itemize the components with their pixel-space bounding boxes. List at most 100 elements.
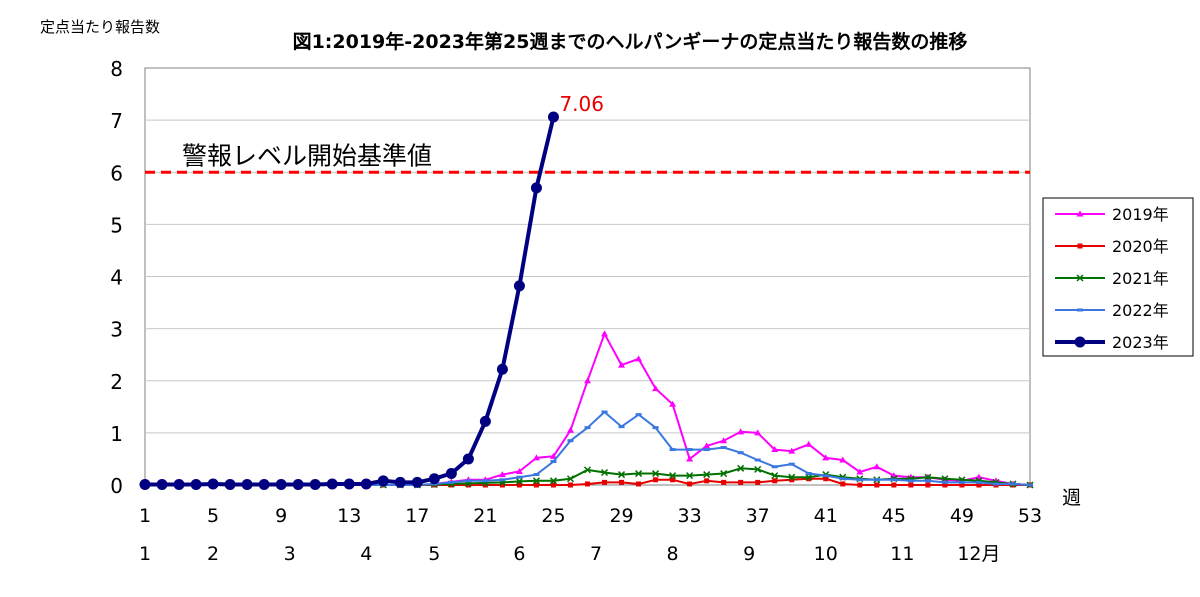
data-point — [618, 425, 625, 429]
data-point — [737, 451, 744, 455]
data-point — [652, 470, 660, 478]
data-point — [207, 478, 219, 490]
data-point — [755, 479, 761, 485]
data-point — [567, 439, 574, 443]
legend-item: 2023年 — [1055, 333, 1169, 352]
threshold-label: 警報レベル開始基準値 — [182, 141, 432, 170]
data-point — [873, 463, 881, 470]
data-point — [173, 478, 185, 490]
week-tick-label: 53 — [1018, 505, 1042, 527]
data-point — [566, 475, 575, 483]
data-point — [516, 475, 523, 479]
data-point — [789, 477, 795, 483]
y-tick-label: 4 — [110, 266, 123, 290]
legend-label: 2019年 — [1112, 205, 1169, 224]
legend: 2019年 2020年 2021年 2022年 2023年 — [1042, 197, 1194, 357]
data-point — [704, 478, 710, 484]
data-point — [411, 476, 423, 488]
data-point — [566, 426, 574, 433]
week-tick-label: 29 — [609, 505, 633, 527]
y-tick-label: 2 — [110, 370, 123, 394]
data-point — [533, 473, 540, 477]
y-tick-label: 8 — [110, 57, 123, 81]
data-point — [958, 480, 965, 484]
month-tick-label: 6 — [513, 543, 525, 565]
data-point — [532, 477, 540, 485]
data-point — [805, 472, 812, 476]
data-point — [840, 481, 846, 487]
week-tick-label: 25 — [541, 505, 565, 527]
data-point — [857, 482, 863, 488]
data-point — [465, 479, 472, 483]
month-tick-label: 4 — [360, 543, 372, 565]
data-point — [839, 477, 846, 481]
data-point — [448, 480, 455, 484]
data-point — [653, 477, 659, 483]
data-point — [670, 477, 676, 483]
data-point — [343, 478, 355, 490]
data-point — [549, 477, 557, 485]
data-point — [156, 478, 168, 490]
data-point — [686, 472, 694, 480]
data-point — [1009, 482, 1016, 486]
month-tick-label: 3 — [284, 543, 296, 565]
data-point — [856, 468, 864, 475]
data-point — [516, 482, 522, 488]
data-point — [1076, 274, 1084, 282]
week-tick-label: 33 — [678, 505, 702, 527]
data-point — [924, 479, 931, 483]
data-point — [788, 473, 796, 481]
y-tick-label: 3 — [110, 318, 123, 342]
data-point — [258, 478, 270, 490]
data-point — [618, 361, 626, 368]
legend-label: 2022年 — [1112, 301, 1169, 320]
data-point — [530, 182, 542, 194]
month-tick-label: 11 — [890, 543, 914, 565]
data-point — [550, 460, 557, 464]
data-point — [839, 456, 847, 463]
month-tick-label: 12月 — [957, 543, 1000, 565]
legend-item: 2020年 — [1055, 237, 1169, 256]
data-point — [652, 385, 660, 392]
data-point — [669, 400, 677, 407]
data-point — [772, 478, 778, 484]
week-tick-label: 1 — [139, 505, 151, 527]
data-point — [428, 473, 440, 485]
data-point — [703, 471, 711, 479]
data-point — [805, 473, 813, 481]
data-point — [720, 445, 727, 449]
data-point — [856, 478, 863, 482]
data-point — [720, 437, 728, 444]
data-point — [737, 428, 745, 435]
data-point — [771, 472, 779, 480]
week-tick-label: 49 — [950, 505, 974, 527]
data-point — [720, 470, 728, 478]
data-point — [908, 482, 914, 488]
data-point — [360, 478, 372, 490]
legend-label: 2021年 — [1112, 269, 1169, 288]
week-tick-label: 5 — [207, 505, 219, 527]
data-point — [669, 448, 676, 452]
data-point — [498, 471, 506, 478]
data-point — [1074, 336, 1086, 348]
data-point — [635, 413, 642, 417]
data-point — [635, 355, 643, 362]
data-point — [805, 440, 813, 447]
legend-label: 2023年 — [1112, 333, 1169, 352]
data-point — [224, 478, 236, 490]
data-point — [686, 448, 693, 452]
data-point — [499, 482, 505, 488]
data-point — [942, 482, 948, 488]
y-tick-label: 1 — [110, 422, 123, 446]
data-point — [515, 467, 523, 474]
data-point — [652, 426, 659, 430]
month-tick-label: 10 — [814, 543, 838, 565]
data-point — [686, 455, 694, 462]
data-point — [1077, 308, 1083, 312]
data-point — [823, 476, 829, 482]
legend-item: 2021年 — [1055, 269, 1169, 288]
data-point — [465, 482, 471, 488]
data-point — [703, 448, 710, 452]
data-point — [959, 482, 965, 488]
